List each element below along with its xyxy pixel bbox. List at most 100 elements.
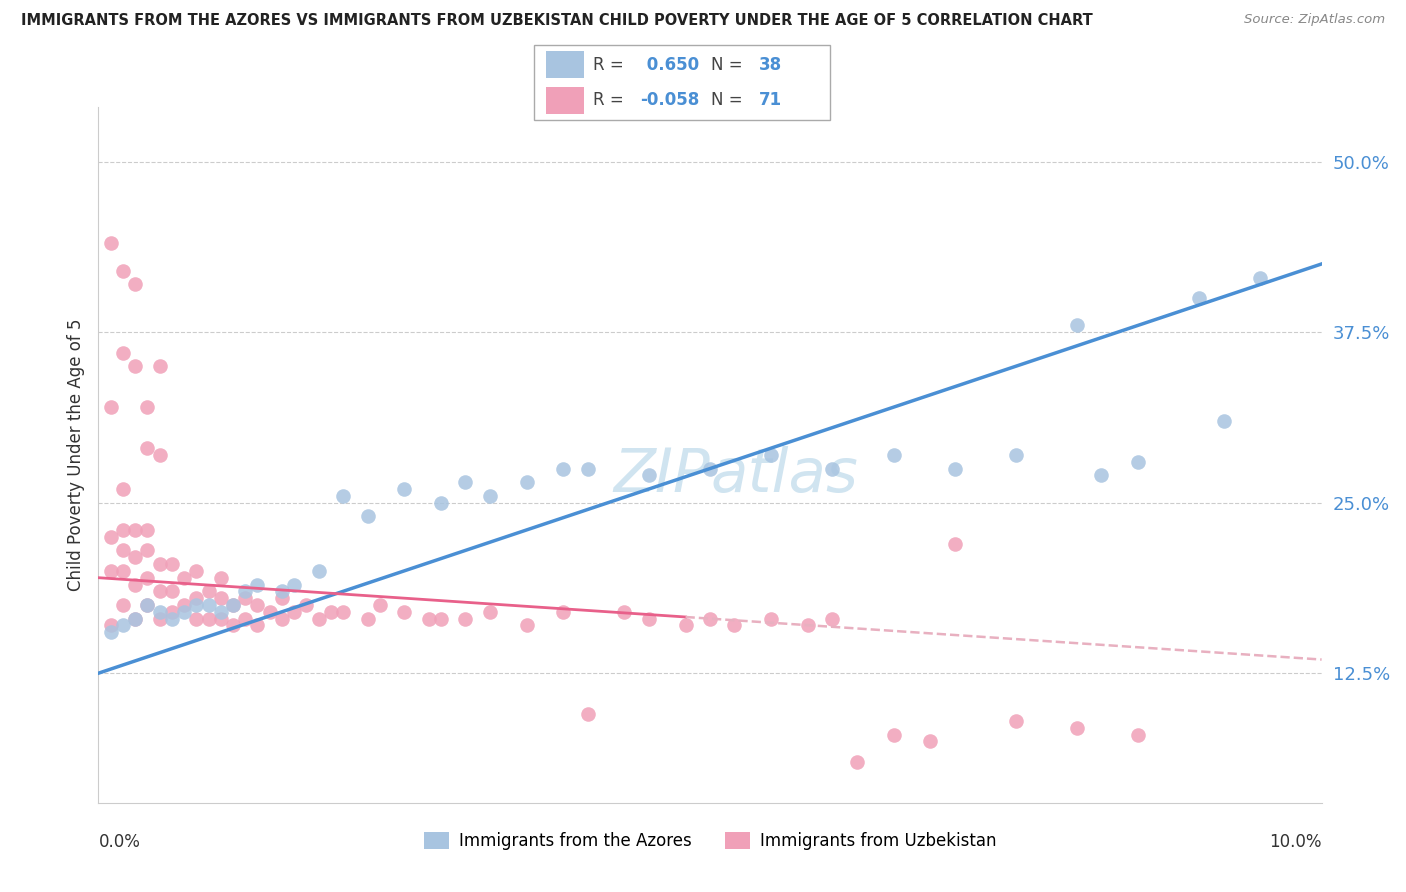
Point [197, 598, 219, 612]
Point [149, 612, 172, 626]
Point [100, 564, 122, 578]
Point [246, 598, 269, 612]
Point [553, 605, 575, 619]
Point [283, 605, 305, 619]
Point [233, 584, 256, 599]
Point [270, 584, 292, 599]
Point [209, 612, 232, 626]
Text: atlas: atlas [710, 446, 858, 505]
Point [516, 618, 538, 632]
Point [209, 605, 232, 619]
Point [111, 598, 134, 612]
Point [111, 618, 134, 632]
Point [883, 728, 905, 742]
Point [699, 461, 721, 475]
Text: IMMIGRANTS FROM THE AZORES VS IMMIGRANTS FROM UZBEKISTAN CHILD POVERTY UNDER THE: IMMIGRANTS FROM THE AZORES VS IMMIGRANTS… [21, 13, 1092, 29]
Point [100, 400, 122, 414]
Point [186, 591, 208, 606]
Point [454, 475, 477, 490]
Point [920, 734, 942, 748]
Point [576, 707, 599, 722]
Text: 38: 38 [759, 55, 782, 74]
Point [368, 598, 391, 612]
Point [430, 612, 453, 626]
Point [356, 612, 378, 626]
Point [111, 345, 134, 359]
Point [233, 591, 256, 606]
Point [111, 264, 134, 278]
Point [821, 612, 844, 626]
Point [943, 536, 966, 550]
Point [392, 482, 416, 496]
Point [186, 564, 208, 578]
Point [637, 468, 661, 483]
Point [1066, 721, 1088, 735]
Point [637, 612, 661, 626]
Point [160, 584, 183, 599]
Point [186, 612, 208, 626]
Point [845, 755, 868, 769]
Point [283, 577, 305, 591]
Point [222, 618, 245, 632]
Point [246, 577, 269, 591]
Point [124, 612, 146, 626]
Text: 71: 71 [759, 91, 782, 110]
Point [186, 598, 208, 612]
Text: Source: ZipAtlas.com: Source: ZipAtlas.com [1244, 13, 1385, 27]
Point [136, 543, 159, 558]
Point [553, 461, 575, 475]
Point [308, 564, 330, 578]
Point [613, 605, 636, 619]
Point [259, 605, 281, 619]
Point [124, 359, 146, 374]
Point [392, 605, 416, 619]
Point [149, 584, 172, 599]
Point [576, 461, 599, 475]
Point [173, 598, 195, 612]
Point [209, 591, 232, 606]
Point [111, 482, 134, 496]
Text: -0.058: -0.058 [641, 91, 700, 110]
Point [136, 523, 159, 537]
Point [332, 489, 354, 503]
Point [516, 475, 538, 490]
Point [478, 489, 501, 503]
Point [136, 598, 159, 612]
Point [332, 605, 354, 619]
Point [149, 557, 172, 571]
Point [124, 612, 146, 626]
Point [1188, 291, 1211, 305]
Point [943, 461, 966, 475]
Point [821, 461, 844, 475]
Point [1249, 270, 1271, 285]
Text: 0.650: 0.650 [641, 55, 699, 74]
Point [173, 571, 195, 585]
Point [246, 618, 269, 632]
Point [759, 448, 782, 462]
Point [1004, 714, 1026, 728]
Point [233, 612, 256, 626]
Point [111, 543, 134, 558]
Point [100, 625, 122, 640]
Point [270, 612, 292, 626]
Bar [546, 52, 585, 78]
Point [111, 523, 134, 537]
Point [197, 584, 219, 599]
Point [797, 618, 820, 632]
Point [356, 509, 378, 524]
Point [418, 612, 440, 626]
Point [308, 612, 330, 626]
Point [124, 523, 146, 537]
Point [430, 496, 453, 510]
Point [699, 612, 721, 626]
Text: N =: N = [711, 91, 748, 110]
Text: R =: R = [593, 55, 630, 74]
Point [197, 612, 219, 626]
Point [124, 550, 146, 565]
Point [173, 605, 195, 619]
Point [1128, 455, 1150, 469]
Text: R =: R = [593, 91, 630, 110]
Point [1066, 318, 1088, 333]
Point [222, 598, 245, 612]
Bar [546, 87, 585, 113]
